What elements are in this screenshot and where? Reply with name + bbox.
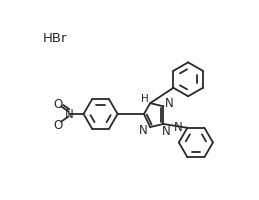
Text: N: N	[165, 96, 174, 109]
Text: N: N	[139, 123, 148, 136]
Text: N: N	[162, 124, 171, 137]
Text: O: O	[53, 97, 63, 110]
Text: H: H	[141, 93, 149, 103]
Text: N: N	[174, 121, 183, 133]
Text: O: O	[53, 119, 63, 132]
Text: N: N	[65, 108, 74, 121]
Text: HBr: HBr	[43, 32, 68, 45]
